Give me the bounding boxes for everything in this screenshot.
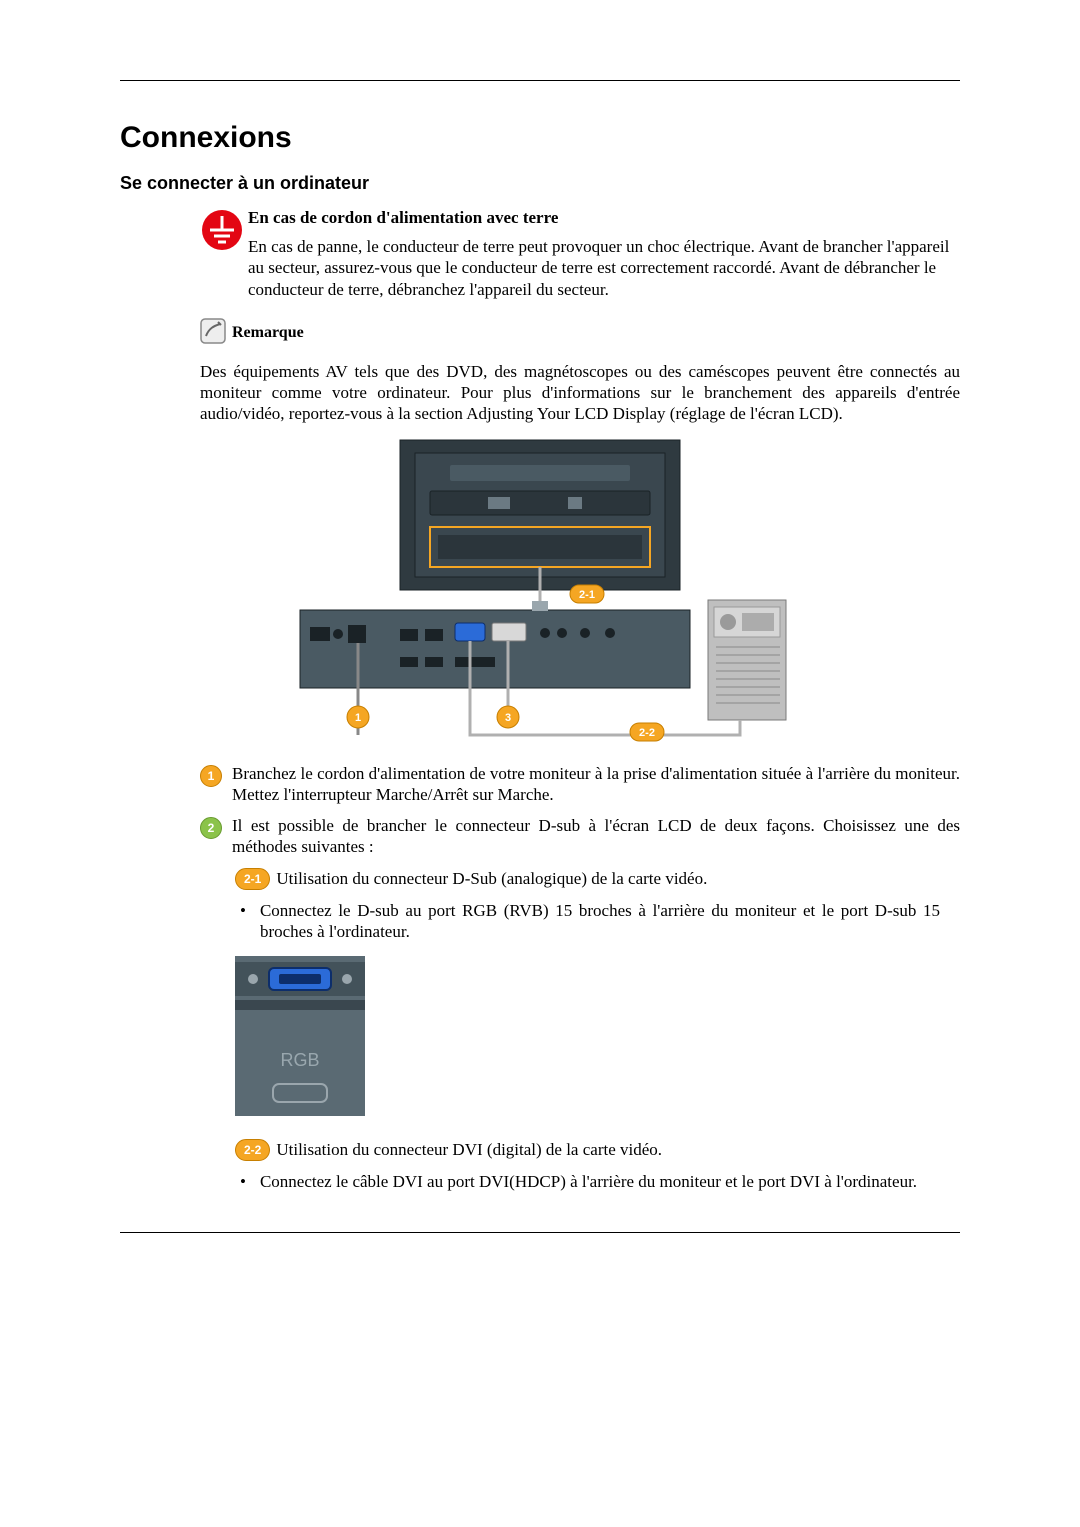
warning-text: En cas de panne, le conducteur de terre … (248, 236, 960, 300)
step-1-text: Branchez le cordon d'alimentation de vot… (232, 763, 960, 806)
warning-title: En cas de cordon d'alimentation avec ter… (248, 208, 960, 228)
substep-2-1-badge: 2-1 (235, 868, 270, 890)
connection-diagram: 2-1 1 3 2-2 (120, 435, 960, 745)
bullet-2-1-text: Connectez le D-sub au port RGB (RVB) 15 … (260, 900, 940, 943)
section-title: Se connecter à un ordinateur (120, 173, 960, 194)
substep-2-1: 2-1 Utilisation du connecteur D-Sub (ana… (235, 868, 960, 890)
rgb-connector-figure: RGB (235, 956, 960, 1121)
note-icon (200, 318, 226, 349)
top-rule (120, 80, 960, 81)
substep-2-2: 2-2 Utilisation du connecteur DVI (digit… (235, 1139, 960, 1161)
step-1-badge: 1 (200, 765, 222, 787)
substep-2-2-badge: 2-2 (235, 1139, 270, 1161)
note-block: Remarque (200, 318, 960, 349)
step-2: 2 Il est possible de brancher le connect… (200, 815, 960, 858)
step-2-badge: 2 (200, 817, 222, 839)
substep-2-2-text: Utilisation du connecteur DVI (digital) … (276, 1139, 662, 1160)
note-label: Remarque (232, 324, 304, 342)
step-1: 1 Branchez le cordon d'alimentation de v… (200, 763, 960, 806)
bullet-2-2-text: Connectez le câble DVI au port DVI(HDCP)… (260, 1171, 940, 1192)
diagram-callout-1: 1 (355, 712, 361, 724)
bullet-dot-icon: • (240, 1171, 246, 1192)
diagram-callout-2-1: 2-1 (579, 589, 595, 601)
substep-2-1-text: Utilisation du connecteur D-Sub (analogi… (276, 868, 707, 889)
remark-paragraph: Des équipements AV tels que des DVD, des… (200, 361, 960, 425)
ground-warning-icon (200, 208, 244, 257)
diagram-callout-2-2: 2-2 (639, 727, 655, 739)
warning-block: En cas de cordon d'alimentation avec ter… (200, 208, 960, 300)
bullet-2-2: • Connectez le câble DVI au port DVI(HDC… (240, 1171, 940, 1192)
step-2-text: Il est possible de brancher le connecteu… (232, 815, 960, 858)
rgb-label: RGB (280, 1050, 319, 1070)
bottom-rule (120, 1232, 960, 1233)
bullet-2-1: • Connectez le D-sub au port RGB (RVB) 1… (240, 900, 940, 943)
bullet-dot-icon: • (240, 900, 246, 921)
diagram-callout-3: 3 (505, 712, 511, 724)
page-title: Connexions (120, 121, 960, 155)
